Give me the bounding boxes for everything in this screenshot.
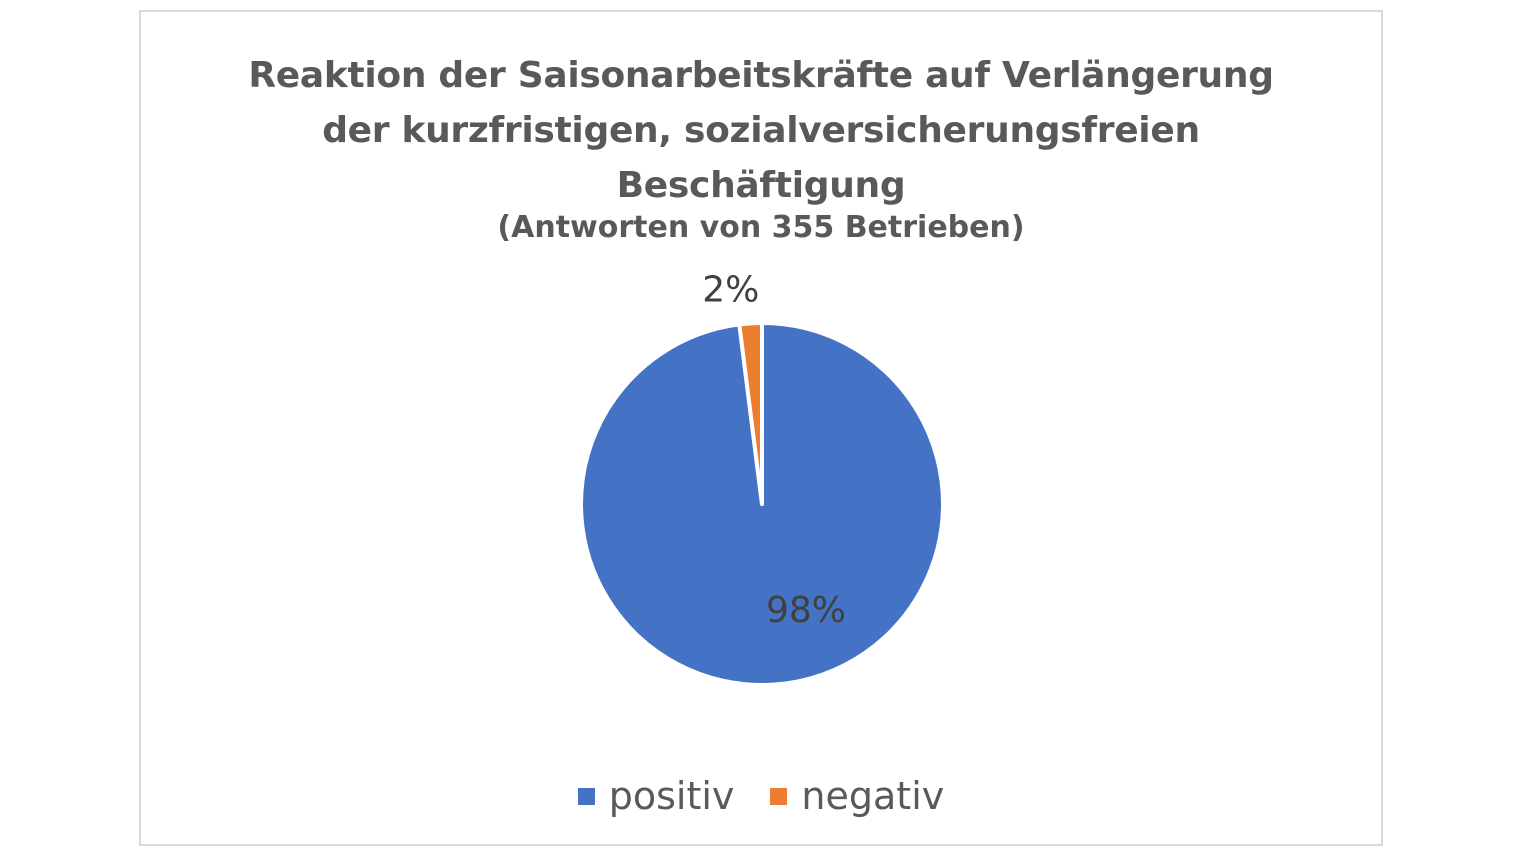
chart-title-line-2: der kurzfristigen, sozialversicherungsfr…	[322, 110, 1200, 151]
data-label-negativ: 2%	[702, 269, 759, 310]
pie-chart: 98% 2%	[579, 269, 945, 687]
chart-title: Reaktion der Saisonarbeitskräfte auf Ver…	[141, 48, 1381, 213]
legend-swatch-negativ	[770, 787, 788, 805]
pie-slice-negativ	[737, 321, 764, 506]
data-label-positiv: 98%	[766, 590, 846, 631]
chart-frame: Reaktion der Saisonarbeitskräfte auf Ver…	[139, 10, 1383, 846]
legend-label-negativ: negativ	[801, 774, 945, 818]
legend-item-negativ: negativ	[770, 774, 944, 818]
legend: positiv negativ	[141, 774, 1381, 818]
legend-item-positiv: positiv	[577, 774, 735, 818]
chart-title-line-3: Beschäftigung	[616, 165, 906, 206]
legend-label-positiv: positiv	[608, 774, 735, 818]
legend-swatch-positiv	[577, 787, 595, 805]
chart-subtitle: (Antworten von 355 Betrieben)	[497, 210, 1025, 245]
chart-title-line-1: Reaktion der Saisonarbeitskräfte auf Ver…	[248, 55, 1274, 96]
